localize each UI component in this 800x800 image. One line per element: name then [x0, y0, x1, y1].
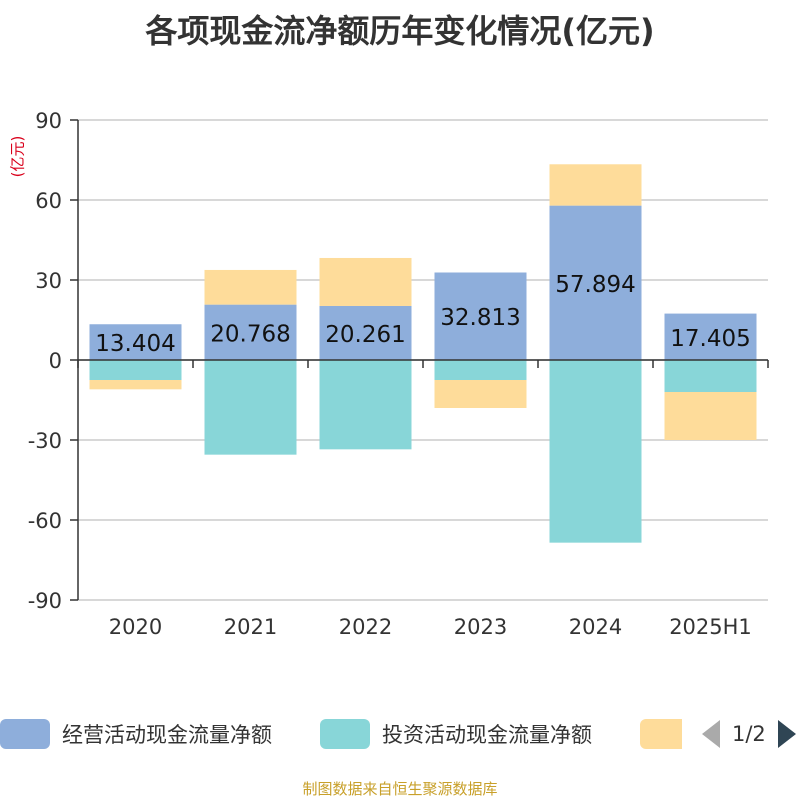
- bar-series1-2023: [434, 360, 527, 380]
- y-tick-label: 60: [35, 189, 62, 213]
- y-tick-label: 90: [35, 109, 62, 133]
- y-tick-label: -60: [28, 509, 62, 533]
- bar-series2-2020: [89, 380, 182, 390]
- legend-item-investing[interactable]: 投资活动现金流量净额: [320, 716, 592, 752]
- legend-item-operating[interactable]: 经营活动现金流量净额: [0, 716, 272, 752]
- legend-next-arrow-icon[interactable]: [777, 720, 796, 748]
- data-source-note: 制图数据来自恒生聚源数据库: [302, 780, 498, 798]
- bar-series0-2020: [89, 324, 182, 360]
- bar-series1-2022: [319, 360, 412, 450]
- y-tick-label: 0: [49, 349, 62, 373]
- legend-pager: 1/2: [702, 716, 796, 752]
- bar-series2-2024: [549, 164, 642, 206]
- x-tick-label: 2021: [224, 615, 277, 639]
- bar-series2-2021: [204, 269, 297, 305]
- y-tick-label: -30: [28, 429, 62, 453]
- bar-data-label: 13.404: [95, 331, 175, 357]
- bar-series1-2021: [204, 360, 297, 455]
- y-tick-label: -90: [28, 589, 62, 613]
- legend-label-investing: 投资活动现金流量净额: [382, 723, 592, 747]
- bar-data-label: 20.768: [210, 321, 290, 347]
- bar-series1-2020: [89, 360, 182, 380]
- bar-data-label: 32.813: [440, 305, 520, 331]
- bar-series0-2024: [549, 205, 642, 360]
- x-tick-label: 2024: [569, 615, 622, 639]
- bar-series1-2025H1: [664, 360, 757, 392]
- bar-series1-2024: [549, 360, 642, 543]
- legend-label-operating: 经营活动现金流量净额: [62, 723, 272, 747]
- x-tick-label: 2025H1: [669, 615, 752, 639]
- bar-series0-2022: [319, 305, 412, 360]
- x-tick-label: 2020: [109, 615, 162, 639]
- legend-prev-arrow-icon[interactable]: [702, 720, 720, 748]
- bar-series0-2025H1: [664, 313, 757, 360]
- legend-swatch-operating: [0, 719, 50, 749]
- bar-series2-2023: [434, 380, 527, 408]
- legend-item-third[interactable]: [640, 716, 682, 752]
- bar-data-label: 57.894: [555, 272, 635, 298]
- x-tick-label: 2023: [454, 615, 507, 639]
- y-tick-label: 30: [35, 269, 62, 293]
- bar-series2-2025H1: [664, 392, 757, 440]
- legend-swatch-third: [640, 719, 682, 749]
- chart-title: 各项现金流净额历年变化情况(亿元): [145, 12, 655, 50]
- bar-data-label: 20.261: [325, 322, 405, 348]
- x-tick-label: 2022: [339, 615, 392, 639]
- legend-swatch-investing: [320, 719, 370, 749]
- bar-series2-2022: [319, 257, 412, 306]
- bar-data-label: 17.405: [670, 326, 750, 352]
- legend-page-indicator: 1/2: [732, 722, 766, 746]
- bar-series0-2023: [434, 272, 527, 360]
- legend: 经营活动现金流量净额 投资活动现金流量净额 1/2: [0, 716, 800, 752]
- bar-series0-2021: [204, 304, 297, 360]
